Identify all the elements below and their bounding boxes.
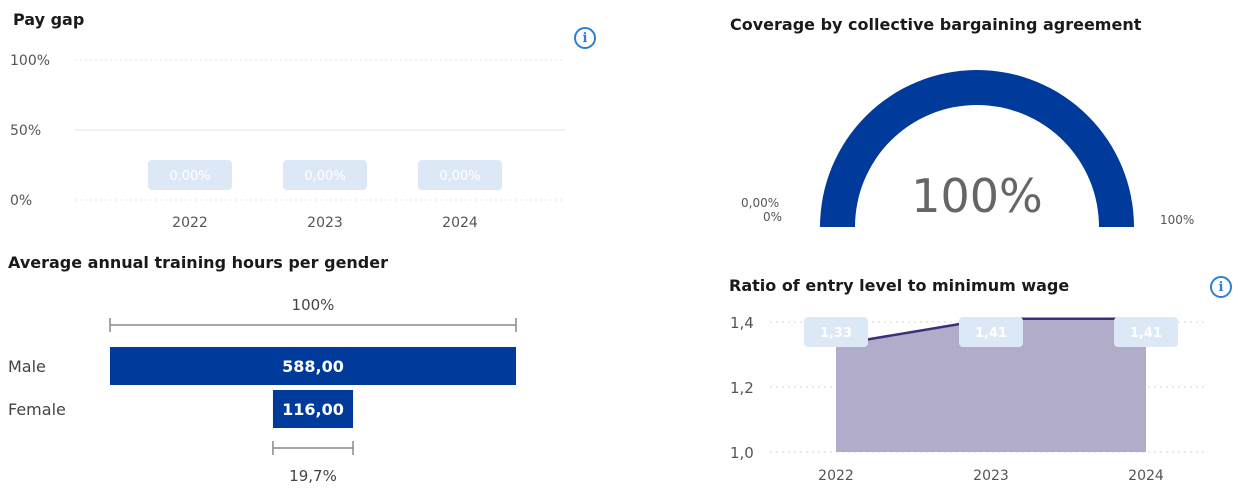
- x-tick-label: 2024: [1128, 468, 1164, 484]
- entry-wage-title: Ratio of entry level to minimum wage: [729, 276, 1070, 295]
- gauge-arc: [820, 70, 1134, 227]
- bar-value-label: 116,00: [282, 400, 344, 419]
- bar-value-label-bg: [283, 160, 367, 190]
- category-label-male: Male: [8, 357, 46, 376]
- gauge-target-label: 0,00%: [741, 196, 779, 210]
- x-tick-label: 2023: [973, 468, 1009, 484]
- data-label-bg: [959, 317, 1023, 347]
- area-fill: [836, 318, 1146, 452]
- gauge-min-label: 0%: [763, 210, 782, 224]
- category-label-female: Female: [8, 400, 66, 419]
- data-label: 1,33: [820, 326, 852, 341]
- bar-value-label: 0,00%: [169, 169, 210, 184]
- y-tick-label: 0%: [10, 193, 32, 209]
- gauge-value-label: 100%: [911, 169, 1043, 223]
- x-tick-label: 2023: [307, 215, 343, 231]
- bar-value-label: 0,00%: [439, 169, 480, 184]
- bar-female: [272, 390, 354, 428]
- top-percent-label: 100%: [292, 296, 335, 314]
- x-tick-label: 2022: [818, 468, 854, 484]
- bar-value-label: 0,00%: [304, 169, 345, 184]
- x-tick-label: 2024: [442, 215, 478, 231]
- info-icon[interactable]: i: [574, 27, 596, 49]
- training-hours-chart: 100% 588,00 Male 116,00 Female 19,7%: [8, 296, 517, 485]
- bar-male: [110, 347, 516, 385]
- y-tick-label: 1,2: [730, 379, 754, 397]
- pay-gap-title: Pay gap: [13, 10, 85, 29]
- y-tick-label: 1,4: [730, 314, 754, 332]
- data-label: 1,41: [975, 326, 1007, 341]
- data-label-bg: [804, 317, 868, 347]
- pay-gap-chart: 0% 50% 100% 0,00% 0,00% 0,00% 2022 2023 2024: [10, 53, 565, 231]
- bar-value-label: 588,00: [282, 357, 344, 376]
- bar-value-label-bg: [148, 160, 232, 190]
- coverage-title: Coverage by collective bargaining agreem…: [730, 15, 1142, 34]
- y-tick-label: 1,0: [730, 444, 754, 462]
- coverage-gauge: 100% 0,00%0% 100%: [741, 70, 1194, 227]
- bar-value-label-bg: [418, 160, 502, 190]
- x-tick-label: 2022: [172, 215, 208, 231]
- entry-wage-chart: 1,33 1,41 1,41 1,0 1,2 1,4 2022 2023 2024: [730, 314, 1205, 484]
- y-tick-label: 100%: [10, 53, 50, 69]
- gauge-max-label: 100%: [1160, 213, 1194, 227]
- data-label-bg: [1114, 317, 1178, 347]
- y-tick-label: 50%: [10, 123, 41, 139]
- bottom-percent-label: 19,7%: [289, 467, 337, 485]
- training-hours-title: Average annual training hours per gender: [8, 253, 388, 272]
- data-label: 1,41: [1130, 326, 1162, 341]
- info-icon[interactable]: i: [1210, 276, 1232, 298]
